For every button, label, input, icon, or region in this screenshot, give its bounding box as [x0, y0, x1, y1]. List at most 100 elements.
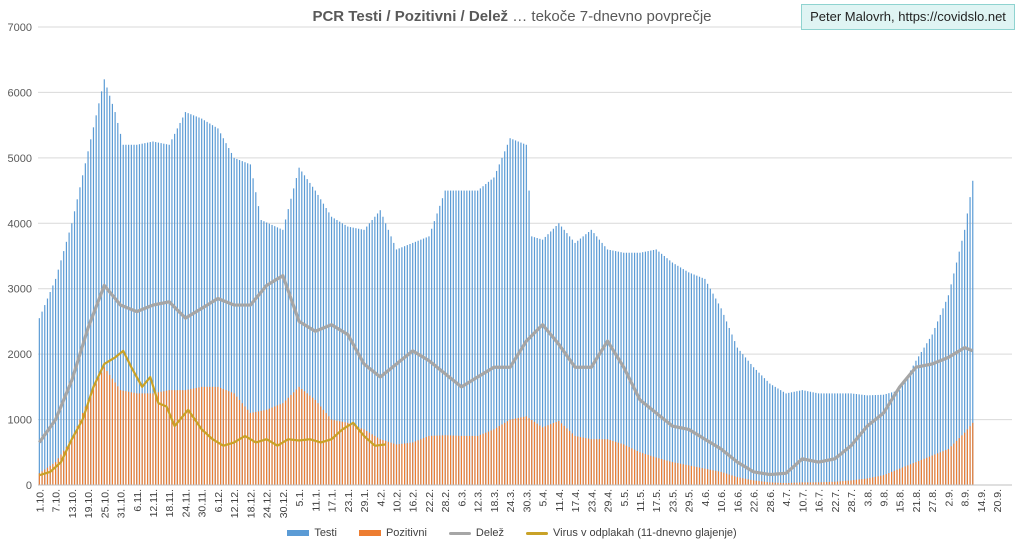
bar-testi: [923, 347, 925, 485]
bar-testi: [52, 285, 54, 485]
bar-pozitivni: [146, 393, 149, 485]
bar-pozitivni: [934, 454, 936, 485]
bar-pozitivni: [742, 478, 744, 485]
bar-pozitivni: [447, 435, 449, 485]
bar-testi: [238, 160, 241, 486]
bar-testi: [220, 133, 222, 485]
bar-testi: [761, 375, 763, 485]
bar-testi: [490, 179, 492, 486]
bar-testi: [144, 143, 146, 485]
x-tick-label: 17.4.: [570, 489, 582, 512]
bar-testi: [934, 327, 936, 485]
bar-pozitivni: [463, 435, 465, 485]
bar-testi: [739, 350, 741, 485]
y-tick-label-0: 0: [26, 480, 32, 492]
bar-pozitivni: [103, 367, 105, 485]
bar-pozitivni: [65, 446, 68, 485]
bar-pozitivni: [655, 457, 657, 485]
bar-testi: [284, 219, 287, 485]
bar-pozitivni: [84, 406, 86, 485]
bar-pozitivni: [320, 406, 322, 485]
bar-testi: [817, 393, 820, 485]
bar-pozitivni: [571, 433, 573, 485]
bar-testi: [725, 321, 728, 485]
bar-pozitivni: [119, 390, 122, 485]
bar-testi: [460, 190, 463, 485]
bar-pozitivni: [168, 390, 170, 485]
bar-testi: [155, 142, 157, 486]
x-tick-label: 29.4.: [603, 489, 615, 512]
x-tick-label: 29.1.: [359, 489, 371, 512]
bar-testi: [133, 144, 135, 485]
bar-testi: [398, 248, 400, 485]
bar-testi: [433, 221, 435, 485]
bar-pozitivni: [661, 459, 663, 485]
bar-pozitivni: [899, 468, 901, 485]
bar-pozitivni: [958, 438, 960, 485]
bar-pozitivni: [325, 413, 327, 485]
bar-pozitivni: [625, 445, 628, 485]
bar-testi: [414, 241, 417, 485]
bar-testi: [539, 238, 541, 485]
legend-label-virus: Virus v odplakah (11-dnevno glajenje): [553, 527, 737, 539]
bar-pozitivni: [931, 455, 933, 485]
bar-testi: [577, 240, 579, 485]
x-tick-label: 12.12.: [229, 489, 241, 518]
bar-pozitivni: [376, 437, 379, 485]
bar-testi: [785, 393, 787, 485]
x-tick-label: 24.12.: [262, 489, 274, 518]
bar-pozitivni: [241, 403, 243, 485]
bar-pozitivni: [179, 390, 181, 485]
bar-pozitivni: [163, 391, 165, 485]
bar-testi: [882, 394, 885, 485]
bar-testi: [477, 190, 479, 485]
bar-testi: [625, 252, 628, 485]
bar-testi: [420, 239, 422, 485]
bar-pozitivni: [896, 469, 898, 485]
bar-testi: [793, 391, 795, 485]
bar-pozitivni: [774, 482, 776, 485]
bar-testi: [98, 103, 100, 485]
bar-pozitivni: [771, 482, 774, 485]
bar-testi: [639, 252, 641, 485]
bar-testi: [182, 117, 184, 485]
bar-pozitivni: [915, 462, 917, 485]
bar-testi: [149, 142, 151, 486]
bar-testi: [168, 144, 170, 485]
bar-testi: [90, 139, 92, 485]
legend-label-delez: Delež: [475, 527, 505, 539]
bar-testi: [441, 198, 444, 485]
bar-pozitivni: [942, 451, 944, 485]
bar-testi: [677, 265, 679, 485]
bar-pozitivni: [266, 409, 268, 485]
bar-pozitivni: [669, 461, 671, 485]
bar-testi: [899, 390, 901, 485]
bar-testi: [774, 386, 776, 485]
legend-swatch-virus: [526, 531, 549, 535]
bar-testi: [909, 370, 912, 485]
bar-pozitivni: [420, 439, 422, 485]
bar-testi: [964, 229, 966, 485]
bar-testi: [385, 223, 387, 486]
y-tick-label-7000: 7000: [8, 22, 32, 34]
bar-pozitivni: [796, 482, 798, 485]
bar-testi: [65, 241, 68, 485]
bar-pozitivni: [44, 469, 46, 485]
bar-pozitivni: [182, 390, 184, 485]
bar-pozitivni: [138, 393, 141, 485]
bar-pozitivni: [828, 481, 830, 485]
bar-testi: [222, 138, 224, 486]
x-tick-label: 11.1.: [310, 489, 322, 512]
bar-pozitivni: [187, 389, 189, 485]
bar-testi: [487, 181, 490, 485]
bar-pozitivni: [387, 441, 389, 485]
bar-testi: [371, 220, 373, 485]
bar-pozitivni: [106, 371, 108, 485]
bar-pozitivni: [433, 435, 435, 485]
y-tick-label-5000: 5000: [8, 153, 32, 165]
bar-pozitivni: [579, 437, 582, 485]
bar-pozitivni: [839, 481, 841, 485]
bar-testi: [961, 240, 963, 485]
bar-testi: [858, 394, 860, 485]
x-tick-label: 1.10.: [34, 489, 46, 512]
